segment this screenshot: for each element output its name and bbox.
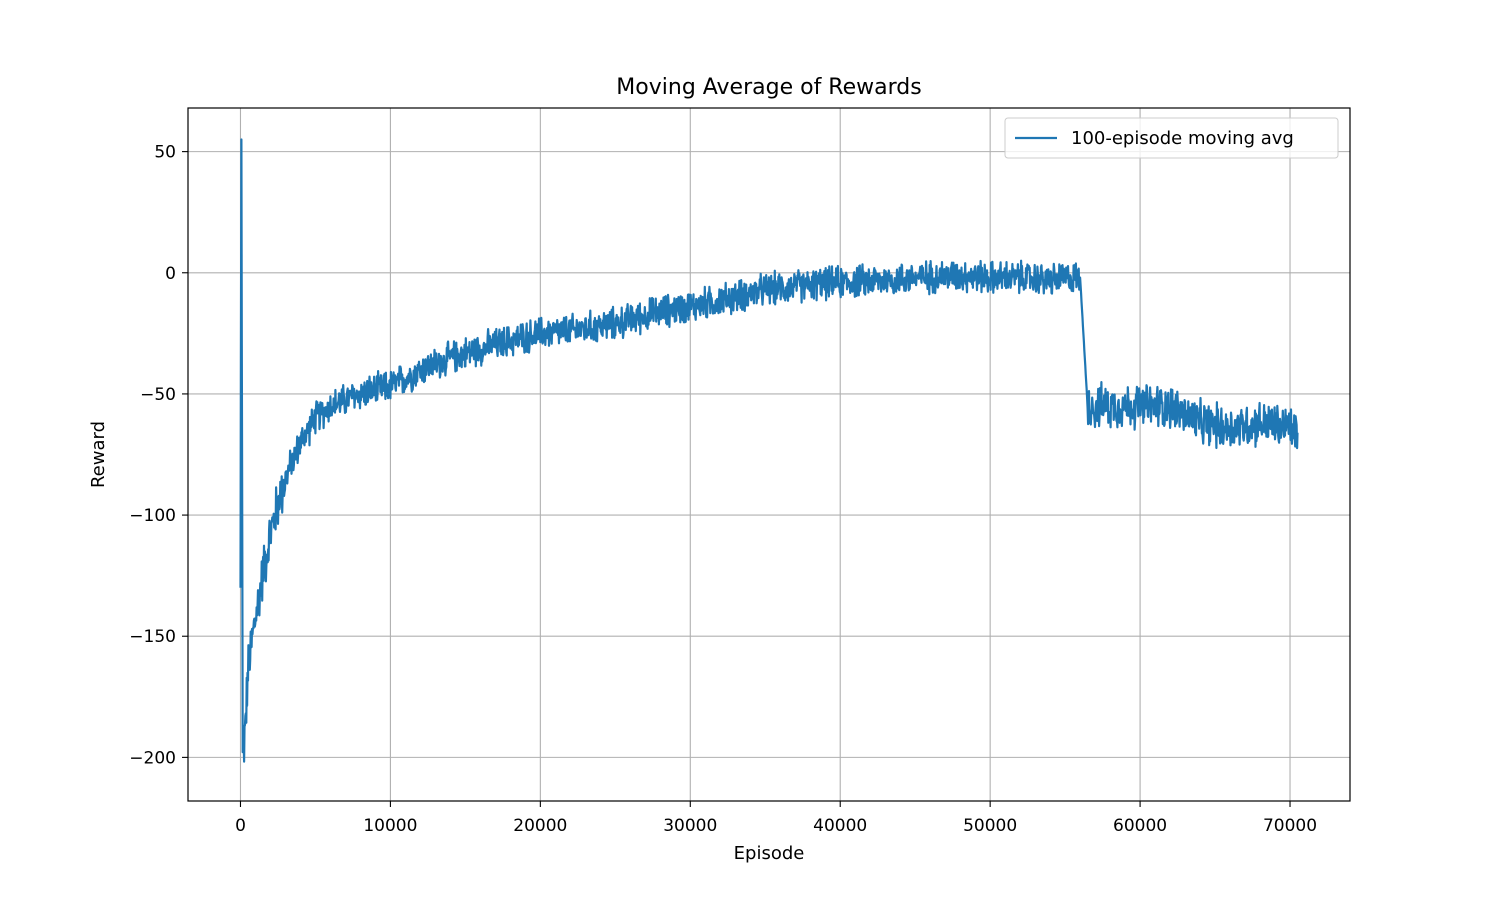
legend-entry: 100-episode moving avg	[1071, 128, 1294, 149]
x-tick-label: 30000	[663, 816, 717, 836]
x-tick-label: 70000	[1263, 816, 1317, 836]
x-tick-label: 40000	[813, 816, 867, 836]
ticks: 0 10000 20000 30000 40000 50000 60000 70000 50 0 −…	[129, 143, 1317, 836]
y-tick-label: −200	[129, 748, 176, 768]
y-tick-label: −100	[129, 506, 176, 526]
y-tick-label: −150	[129, 627, 176, 647]
plot-frame	[187, 107, 1351, 802]
x-tick-label: 60000	[1113, 816, 1167, 836]
y-axis-label: Reward	[88, 421, 109, 488]
x-tick-label: 20000	[513, 816, 567, 836]
legend: 100-episode moving avg	[1004, 117, 1339, 159]
x-tick-label: 10000	[363, 816, 417, 836]
y-tick-label: −50	[140, 385, 176, 405]
x-axis-label: Episode	[734, 843, 805, 864]
x-tick-label: 0	[235, 816, 246, 836]
legend-box	[1004, 117, 1339, 159]
y-tick-label: 0	[165, 264, 176, 284]
chart-title: Moving Average of Rewards	[616, 75, 921, 100]
x-tick-label: 50000	[963, 816, 1017, 836]
series-line-moving-avg	[239, 138, 1299, 763]
y-tick-label: 50	[154, 143, 176, 163]
